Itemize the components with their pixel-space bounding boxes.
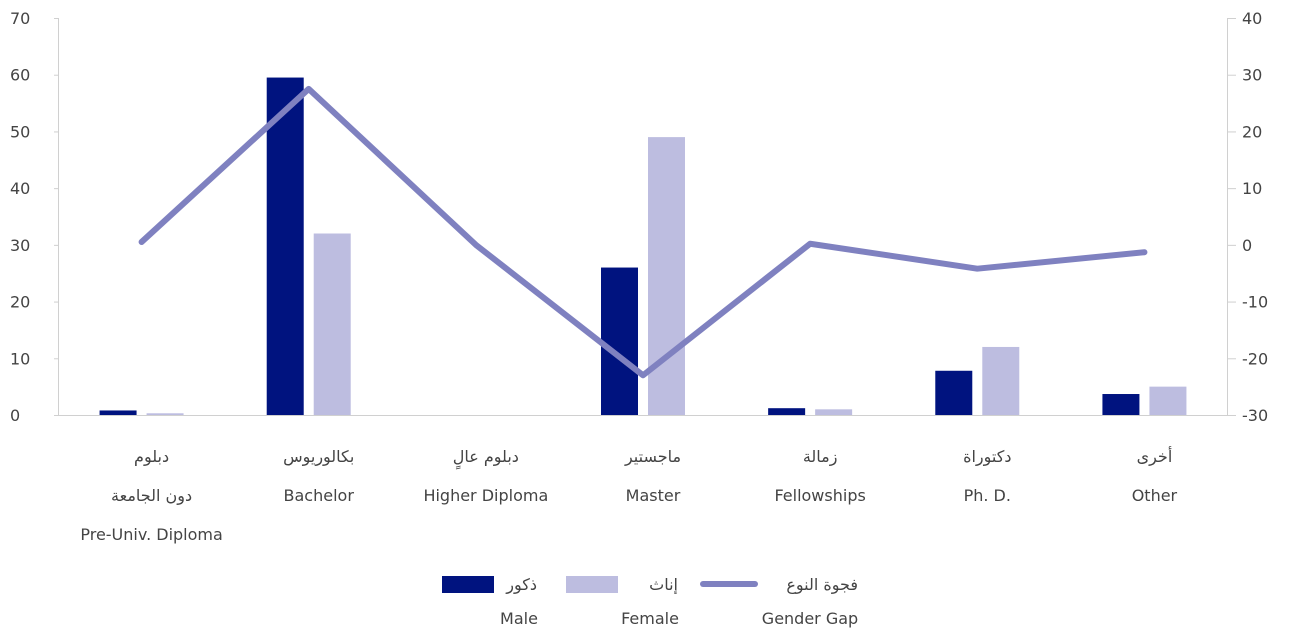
bar-female xyxy=(314,234,351,415)
legend-label-en: Male xyxy=(500,609,538,628)
bar-male xyxy=(768,408,805,415)
y-right-tick-label: -30 xyxy=(1242,406,1268,425)
y-left-tick-label: 70 xyxy=(10,9,30,28)
category-label: ماجستير xyxy=(624,447,681,467)
bar-male xyxy=(267,78,304,415)
category-label: Other xyxy=(1132,486,1178,505)
bar-female xyxy=(982,347,1019,415)
legend-label-ar: إناث xyxy=(649,575,678,594)
axes: 0 10 20 30 40 50 60 70 -30 -20 -10 0 10 20 30 40 xyxy=(10,9,1268,425)
category-label: زمالة xyxy=(803,447,838,467)
legend-label-en: Gender Gap xyxy=(762,609,858,628)
y-left-tick-label: 40 xyxy=(10,179,30,198)
bar-male xyxy=(1102,394,1139,415)
y-left-tick-label: 20 xyxy=(10,293,30,312)
bar-female xyxy=(815,409,852,415)
category-label: دبلوم xyxy=(134,447,169,467)
category-label: Higher Diploma xyxy=(423,486,548,505)
legend-label-ar: ذكور xyxy=(505,575,537,595)
y-right-tick-label: 40 xyxy=(1242,9,1262,28)
legend-item-female: إناث Female xyxy=(566,575,679,628)
legend-swatch xyxy=(566,576,618,593)
category-label: Ph. D. xyxy=(964,486,1011,505)
category-label: أخرى xyxy=(1137,446,1173,467)
category-label: دون الجامعة xyxy=(111,486,192,506)
legend-item-male: ذكور Male xyxy=(442,575,538,628)
x-labels: دبلوم دون الجامعة Pre-Univ. Diploma بكالوري… xyxy=(80,446,1177,544)
y-right-tick-label: -10 xyxy=(1242,293,1268,312)
y-right-tick-label: 20 xyxy=(1242,122,1262,141)
y-left-tick-label: 10 xyxy=(10,349,30,368)
legend-label-en: Female xyxy=(621,609,679,628)
category-label: Master xyxy=(626,486,681,505)
bar-female xyxy=(1149,387,1186,415)
y-right-tick-label: -20 xyxy=(1242,349,1268,368)
category-label: Pre-Univ. Diploma xyxy=(80,525,222,544)
category-label: بكالوريوس xyxy=(283,447,354,467)
bar-male xyxy=(100,410,137,415)
y-right-tick-label: 10 xyxy=(1242,179,1262,198)
y-left-tick-label: 0 xyxy=(10,406,20,425)
category-label: Fellowships xyxy=(774,486,865,505)
category-label: دكتوراة xyxy=(963,447,1011,467)
legend-label-ar: فجوة النوع xyxy=(786,575,858,595)
bar-male xyxy=(601,268,638,415)
y-left-tick-label: 50 xyxy=(10,122,30,141)
legend-swatch xyxy=(442,576,494,593)
y-right-tick-label: 30 xyxy=(1242,66,1262,85)
category-label: دبلوم عالٍ xyxy=(453,447,519,470)
bar-female xyxy=(147,413,184,415)
legend-item-gender-gap: فجوة النوع Gender Gap xyxy=(703,575,858,628)
bar-male xyxy=(935,371,972,415)
y-right-tick-label: 0 xyxy=(1242,236,1252,255)
y-left-tick-label: 60 xyxy=(10,66,30,85)
y-left-tick-label: 30 xyxy=(10,236,30,255)
legend: ذكور Male إناث Female فجوة النوع Gender Gap xyxy=(442,575,858,628)
bar-female xyxy=(648,137,685,415)
category-label: Bachelor xyxy=(284,486,355,505)
